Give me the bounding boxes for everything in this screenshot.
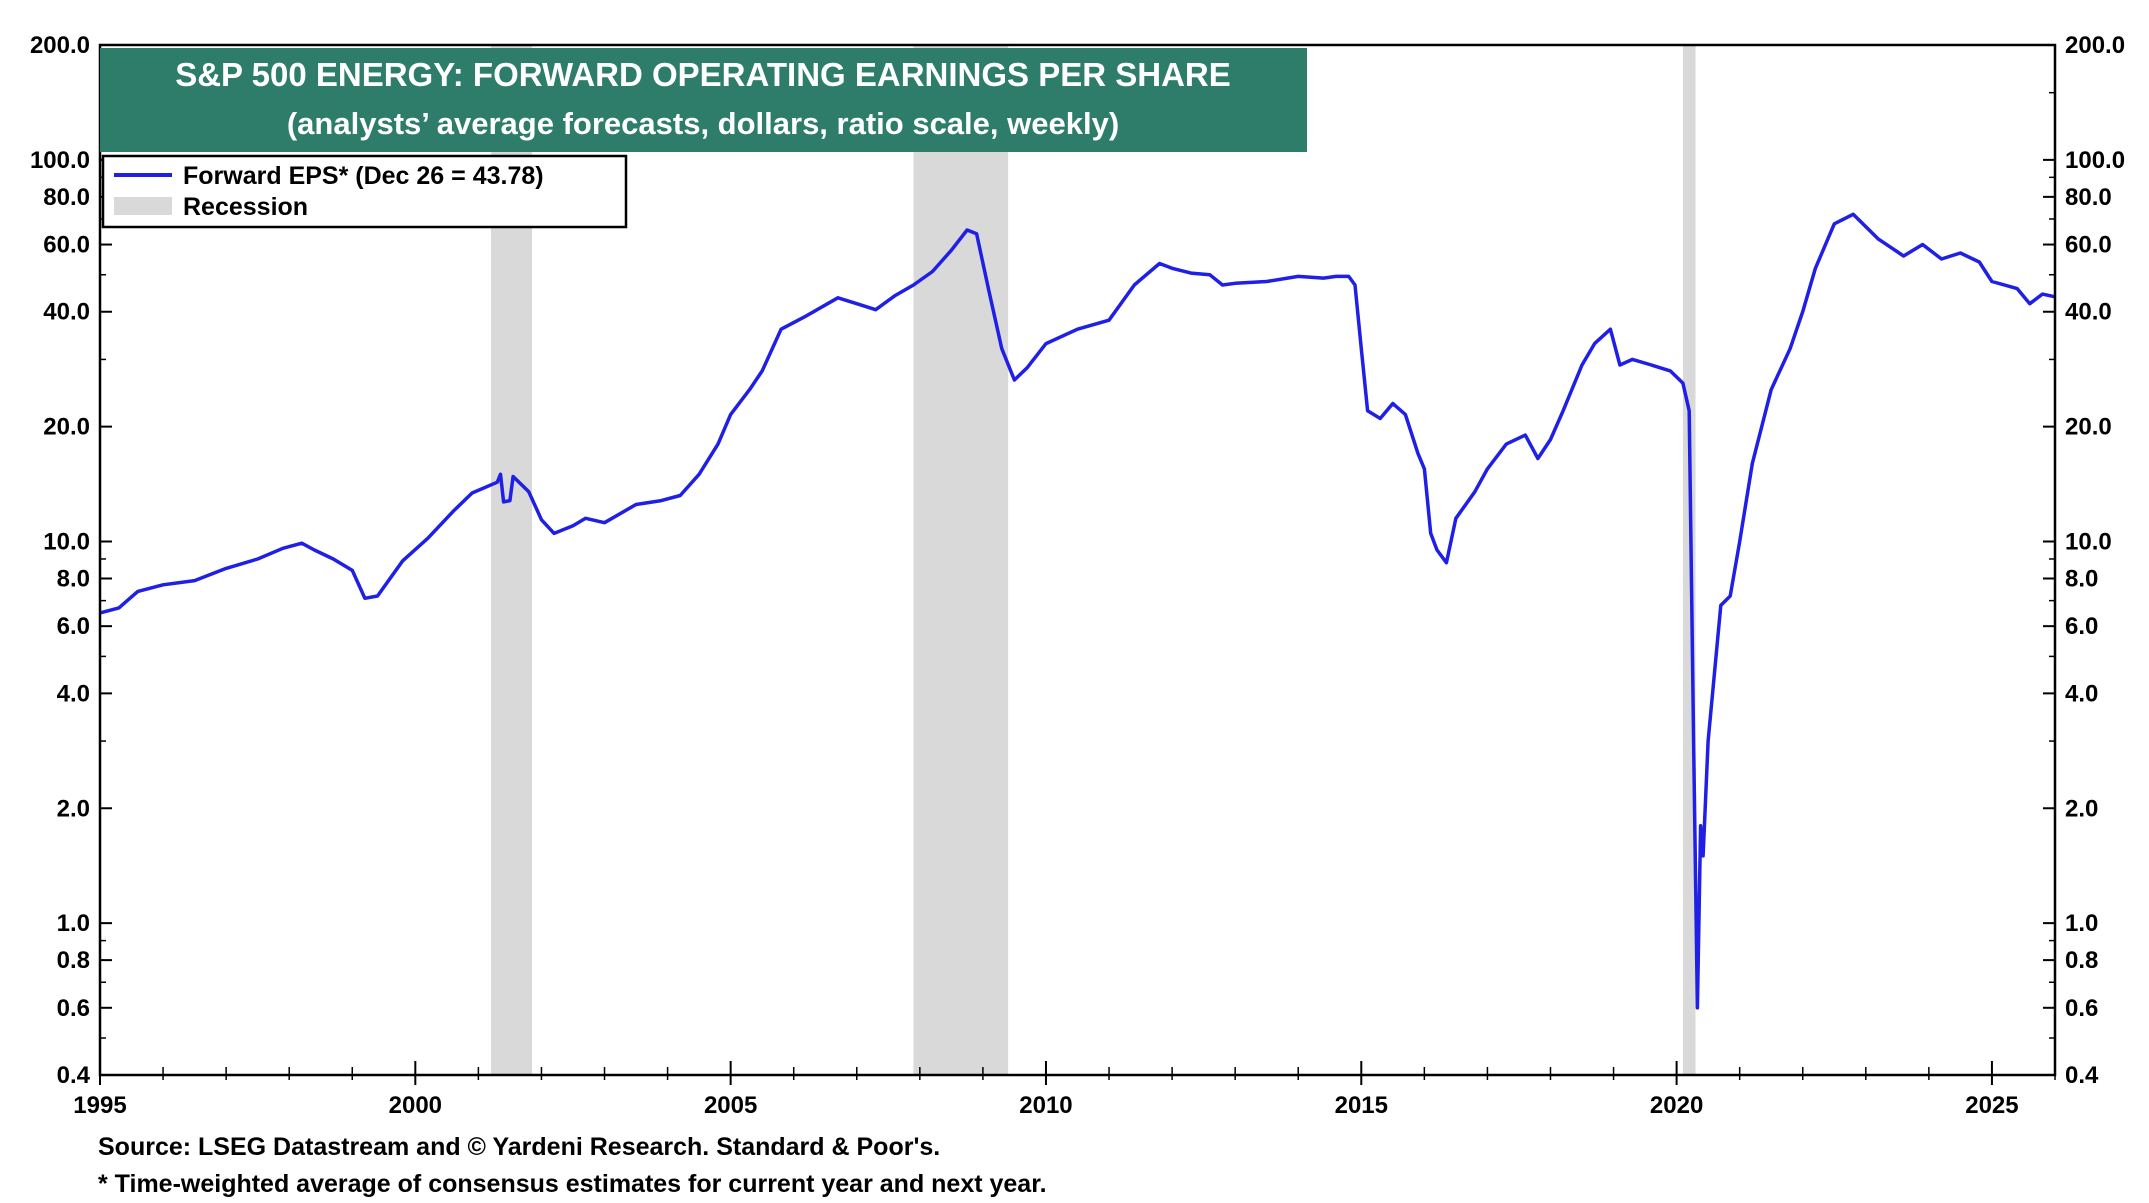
y-tick-label-left: 0.8 [57, 947, 90, 974]
source-note: Source: LSEG Datastream and © Yardeni Re… [98, 1133, 941, 1161]
y-tick-label-right: 0.6 [2065, 995, 2098, 1022]
legend-frame [101, 154, 628, 229]
y-tick-label-left: 20.0 [43, 414, 90, 441]
y-tick-label-right: 2.0 [2065, 795, 2098, 822]
title-background [100, 48, 1307, 152]
y-tick-label-right: 0.8 [2065, 947, 2098, 974]
series-line-forward-eps [99, 212, 2056, 1010]
y-tick-label-right: 8.0 [2065, 565, 2098, 592]
y-tick-label-left: 0.6 [57, 995, 90, 1022]
plot-frame [98, 43, 2057, 1077]
y-axis-right: 200.0 100.0 80.0 60.0 40.0 20.0 10.0 8.0 6.0 4.0 2… [2065, 32, 2125, 1089]
y-tick-label-right: 200.0 [2065, 32, 2125, 59]
y-axis-left: 200.0 100.0 80.0 60.0 40.0 20.0 10.0 8.0 6.0 4.0 2… [30, 32, 91, 1089]
chart-subtitle: (analysts’ average forecasts, dollars, r… [287, 106, 1119, 141]
y-tick-label-right: 4.0 [2065, 680, 2098, 707]
x-tick-label: 2010 [1019, 1092, 1072, 1119]
y-tick-label-right: 60.0 [2065, 232, 2112, 259]
y-tick-label-left: 1.0 [57, 910, 90, 937]
y-tick-label-right: 100.0 [2065, 147, 2125, 174]
x-tick-label: 2015 [1335, 1092, 1388, 1119]
title-box: S&P 500 ENERGY: FORWARD OPERATING EARNIN… [100, 48, 1307, 152]
legend: Forward EPS* (Dec 26 = 43.78) Recession [101, 154, 628, 229]
recession-band [913, 45, 1009, 1075]
y-tick-label-left: 10.0 [43, 529, 90, 556]
y-tick-label-left: 8.0 [57, 565, 90, 592]
recession-bands [491, 45, 1696, 1075]
y-tick-label-left: 6.0 [57, 613, 90, 640]
x-tick-label: 2005 [704, 1092, 757, 1119]
y-tick-label-right: 80.0 [2065, 184, 2112, 211]
y-tick-label-left: 60.0 [43, 232, 90, 259]
y-tick-label-left: 100.0 [30, 147, 90, 174]
x-tick-label: 2025 [1965, 1092, 2018, 1119]
y-tick-label-right: 10.0 [2065, 529, 2112, 556]
y-tick-label-right: 40.0 [2065, 299, 2112, 326]
footnote: * Time-weighted average of consensus est… [98, 1170, 1047, 1198]
y-tick-label-left: 40.0 [43, 299, 90, 326]
y-tick-label-left: 0.4 [57, 1062, 91, 1089]
x-tick-label: 1995 [73, 1092, 126, 1119]
chart-title: S&P 500 ENERGY: FORWARD OPERATING EARNIN… [175, 56, 1231, 93]
y-tick-label-left: 200.0 [30, 32, 90, 59]
series-layer [99, 212, 2056, 1010]
y-tick-label-right: 20.0 [2065, 414, 2112, 441]
y-tick-label-left: 4.0 [57, 680, 90, 707]
legend-band-swatch [114, 197, 172, 215]
x-tick-label: 2000 [389, 1092, 442, 1119]
legend-label-recession: Recession [183, 193, 308, 221]
recession-band [1682, 45, 1696, 1075]
y-tick-label-right: 6.0 [2065, 613, 2098, 640]
x-tick-label: 2020 [1650, 1092, 1703, 1119]
legend-label-forward-eps: Forward EPS* (Dec 26 = 43.78) [183, 162, 544, 190]
y-tick-label-right: 0.4 [2065, 1062, 2099, 1089]
y-tick-label-left: 80.0 [43, 184, 90, 211]
y-tick-label-right: 1.0 [2065, 910, 2098, 937]
y-tick-label-left: 2.0 [57, 795, 90, 822]
x-axis: 1995 2000 2005 2010 2015 2020 2025 [73, 1092, 2018, 1119]
